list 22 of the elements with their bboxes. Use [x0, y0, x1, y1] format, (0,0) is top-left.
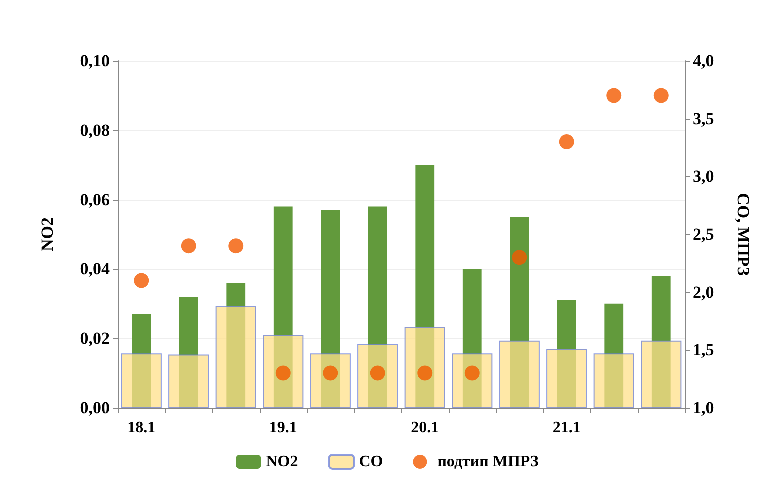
x-tick-label: 21.1	[552, 420, 581, 436]
y2-tick-label: 4,0	[693, 52, 714, 70]
y-tick-label: 0,00	[80, 398, 110, 418]
legend-label: CO	[359, 454, 384, 470]
y2-tick-label: 2,0	[693, 282, 714, 302]
legend-label: подтип МПРЗ	[438, 454, 540, 470]
y-tick-label: 0,06	[80, 190, 110, 210]
y2-axis-title: CO, МПРЗ	[734, 193, 753, 276]
y-tick-label: 0,04	[80, 260, 110, 279]
y2-tick-label: 2,5	[693, 225, 714, 244]
y-tick-label: 0,10	[80, 52, 110, 70]
x-tick-label: 20.1	[411, 420, 440, 436]
y-axis-title: NO2	[38, 218, 57, 252]
legend-label: NO2	[266, 454, 298, 470]
y2-tick-label: 3,0	[693, 167, 714, 186]
y2-tick-label: 3,5	[693, 109, 714, 128]
y2-tick-label: 1,5	[693, 340, 714, 360]
y2-tick-label: 1,0	[693, 398, 714, 418]
x-tick-label: 19.1	[269, 420, 298, 436]
y-tick-label: 0,02	[80, 329, 110, 348]
y-tick-label: 0,08	[80, 120, 110, 140]
x-tick-label: 18.1	[128, 420, 156, 436]
